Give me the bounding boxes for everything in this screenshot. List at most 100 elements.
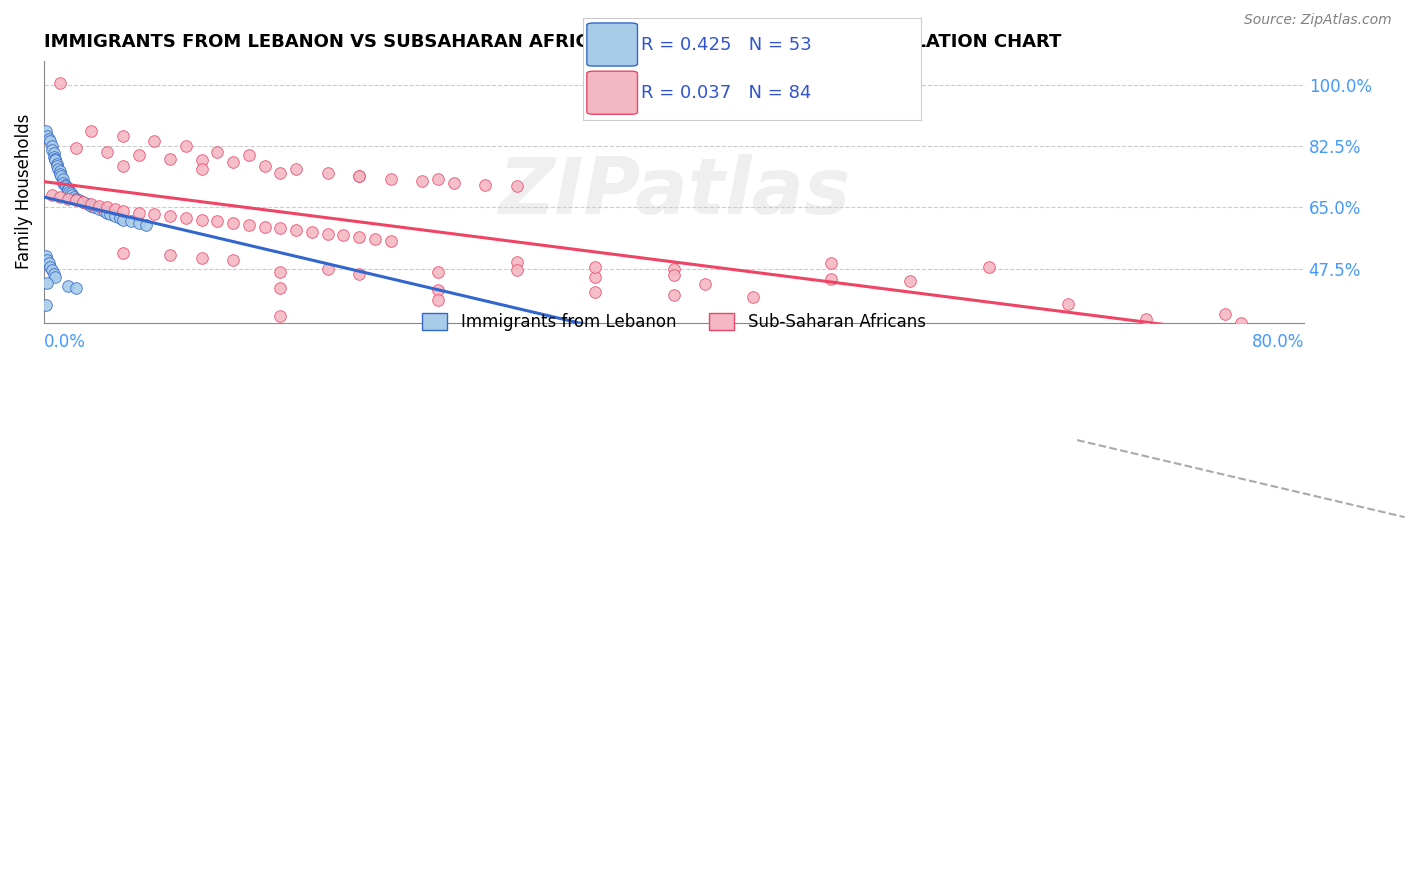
Point [269, 309, 291, 323]
Point [1230, 316, 1253, 330]
Point [104, 202, 127, 217]
Point [426, 293, 449, 307]
Point [120, 214, 142, 228]
Point [820, 256, 842, 270]
Point [505, 263, 527, 277]
Point [39, 134, 62, 148]
Point [49, 167, 72, 181]
Point [583, 285, 606, 299]
Point [44, 153, 66, 168]
Point [58, 185, 80, 199]
Point [332, 228, 354, 243]
Text: R = 0.425   N = 53: R = 0.425 N = 53 [641, 36, 811, 54]
Point [44, 270, 66, 285]
Point [34, 249, 56, 263]
Point [52, 172, 75, 186]
Point [104, 209, 127, 223]
Point [316, 165, 339, 179]
Legend: Immigrants from Lebanon, Sub-Saharan Africans: Immigrants from Lebanon, Sub-Saharan Afr… [416, 307, 932, 338]
Point [98, 207, 121, 221]
Point [42, 150, 65, 164]
Point [820, 272, 842, 286]
Point [128, 205, 150, 219]
Point [96, 145, 118, 159]
Point [89, 202, 111, 217]
FancyBboxPatch shape [586, 71, 637, 114]
Point [285, 161, 308, 176]
Point [128, 148, 150, 162]
Point [426, 172, 449, 186]
Point [190, 251, 212, 265]
Point [347, 169, 370, 183]
Point [108, 211, 131, 225]
Point [411, 174, 433, 188]
Point [49, 190, 72, 204]
Point [53, 178, 76, 192]
Point [347, 169, 370, 183]
Point [38, 132, 60, 146]
Point [63, 190, 86, 204]
Point [347, 230, 370, 244]
Point [474, 178, 496, 192]
Point [41, 263, 63, 277]
Point [59, 186, 82, 201]
Y-axis label: Family Households: Family Households [15, 114, 32, 269]
Text: R = 0.037   N = 84: R = 0.037 N = 84 [641, 84, 811, 102]
Point [1056, 296, 1078, 310]
Point [80, 197, 103, 211]
Point [72, 195, 94, 210]
Point [37, 276, 59, 290]
Point [347, 267, 370, 281]
Point [34, 123, 56, 137]
Point [426, 265, 449, 279]
Point [662, 261, 685, 276]
Point [159, 152, 181, 166]
Point [45, 157, 67, 171]
Point [111, 203, 134, 218]
Point [65, 192, 87, 206]
Point [741, 289, 763, 303]
Point [56, 192, 79, 206]
Point [111, 245, 134, 260]
Point [190, 212, 212, 227]
Point [96, 205, 118, 219]
Text: 0.0%: 0.0% [44, 334, 86, 351]
Point [253, 219, 276, 234]
Point [65, 194, 87, 208]
Point [45, 159, 67, 173]
Text: ZIPatlas: ZIPatlas [498, 153, 851, 230]
Point [505, 254, 527, 268]
Point [190, 161, 212, 176]
Text: IMMIGRANTS FROM LEBANON VS SUBSAHARAN AFRICAN FAMILY HOUSEHOLDS CORRELATION CHAR: IMMIGRANTS FROM LEBANON VS SUBSAHARAN AF… [44, 33, 1062, 51]
Point [72, 195, 94, 210]
Point [238, 148, 260, 162]
Point [253, 159, 276, 173]
Point [111, 159, 134, 173]
Point [174, 211, 197, 225]
Point [269, 281, 291, 295]
Point [93, 203, 115, 218]
Point [42, 146, 65, 161]
Point [62, 188, 84, 202]
Point [207, 214, 229, 228]
Point [505, 179, 527, 194]
Point [143, 207, 166, 221]
Point [111, 212, 134, 227]
Point [695, 277, 717, 292]
Point [1213, 307, 1236, 321]
Point [380, 234, 402, 248]
Point [159, 209, 181, 223]
Point [662, 268, 685, 282]
Point [207, 145, 229, 159]
Point [269, 165, 291, 179]
Point [80, 123, 103, 137]
Point [222, 216, 245, 230]
Point [190, 153, 212, 168]
Point [222, 252, 245, 267]
Point [46, 161, 69, 176]
Point [364, 232, 387, 246]
Point [49, 163, 72, 178]
Point [143, 134, 166, 148]
Point [42, 267, 65, 281]
Point [316, 261, 339, 276]
